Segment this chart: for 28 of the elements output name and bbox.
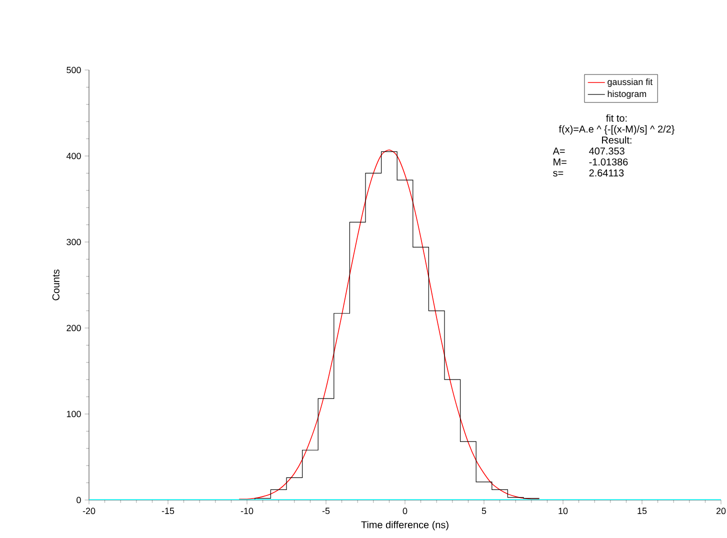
legend-label: histogram	[608, 90, 646, 99]
y-tick-label: 500	[66, 66, 81, 74]
annotation: s=	[553, 171, 564, 176]
y-tick-label: 0	[76, 496, 81, 504]
x-tick-label: 5	[482, 508, 486, 514]
x-tick-label: 15	[638, 508, 647, 514]
y-axis-title: Counts	[52, 270, 60, 300]
y-tick-label: 400	[66, 152, 81, 160]
annotation: 2.64113	[589, 169, 624, 176]
x-tick-label: -20	[82, 508, 96, 514]
annotation: 407.353	[589, 147, 624, 155]
x-tick-label: -5	[322, 508, 330, 514]
x-tick-label: -10	[240, 508, 254, 514]
x-tick-label: 20	[716, 508, 726, 514]
annotation: A=	[552, 148, 565, 154]
annotation: -1.01386	[589, 158, 628, 166]
x-tick-label: 10	[558, 508, 568, 514]
y-tick-label: 100	[66, 410, 81, 418]
x-axis-title: Time difference (ns)	[361, 520, 448, 530]
annotation: M=	[554, 158, 566, 166]
annotation: f(x)=A.e ^ {-[(x-M)/s] ^ 2/2}	[558, 125, 675, 135]
x-tick-label: -15	[162, 508, 174, 514]
annotation: fit to:	[606, 114, 627, 122]
legend-label: gaussian fit	[608, 78, 653, 87]
x-tick-label: 0	[402, 508, 408, 514]
y-tick-label: 200	[66, 324, 81, 332]
annotation: Result:	[602, 136, 632, 144]
y-tick-label: 300	[66, 238, 81, 246]
